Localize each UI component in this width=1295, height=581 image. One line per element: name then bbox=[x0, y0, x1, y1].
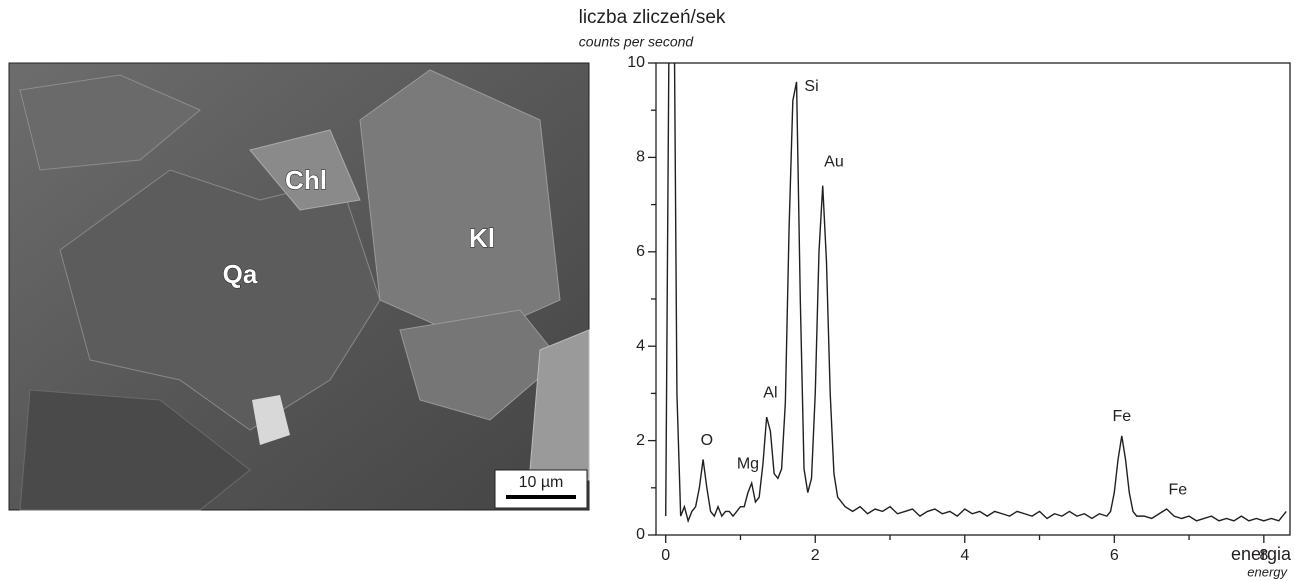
scale-box bbox=[494, 469, 588, 509]
x-axis-label: energia bbox=[1231, 544, 1292, 564]
chart-title: liczba zliczeń/sek bbox=[579, 7, 726, 28]
y-tick-label: 8 bbox=[636, 149, 645, 166]
x-axis-sublabel: energy bbox=[1247, 564, 1288, 579]
peak-label: Al bbox=[763, 385, 777, 402]
peak-label: Fe bbox=[1169, 481, 1188, 498]
peak-label: Si bbox=[804, 78, 818, 95]
x-tick-label: 8 bbox=[1259, 547, 1268, 564]
y-tick-label: 0 bbox=[636, 526, 645, 543]
peak-label: O bbox=[701, 432, 713, 449]
peak-label: Au bbox=[824, 153, 844, 170]
scale-bar-label: 10 µm bbox=[519, 474, 564, 491]
spectrum-line bbox=[665, 63, 1287, 524]
y-tick-label: 4 bbox=[636, 337, 645, 354]
mineral-label: Qa bbox=[223, 259, 258, 289]
mineral-label: Chl bbox=[285, 165, 327, 195]
peak-label: Fe bbox=[1112, 408, 1131, 425]
sem-image: Chl Kl Qa 10 µm bbox=[8, 62, 590, 511]
y-tick-label: 2 bbox=[636, 432, 645, 449]
x-tick-label: 2 bbox=[811, 547, 820, 564]
x-tick-label: 0 bbox=[661, 547, 670, 564]
y-tick-label: 6 bbox=[636, 243, 645, 260]
y-tick-label: 10 bbox=[627, 54, 645, 71]
x-tick-label: 6 bbox=[1110, 547, 1119, 564]
mineral-label: Kl bbox=[469, 223, 495, 253]
chart-subtitle: counts per second bbox=[579, 34, 695, 50]
x-tick-label: 4 bbox=[960, 547, 969, 564]
plot-area bbox=[665, 63, 1287, 524]
peak-label: Mg bbox=[737, 455, 759, 472]
